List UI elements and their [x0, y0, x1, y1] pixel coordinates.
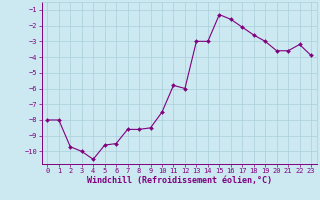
X-axis label: Windchill (Refroidissement éolien,°C): Windchill (Refroidissement éolien,°C): [87, 176, 272, 185]
